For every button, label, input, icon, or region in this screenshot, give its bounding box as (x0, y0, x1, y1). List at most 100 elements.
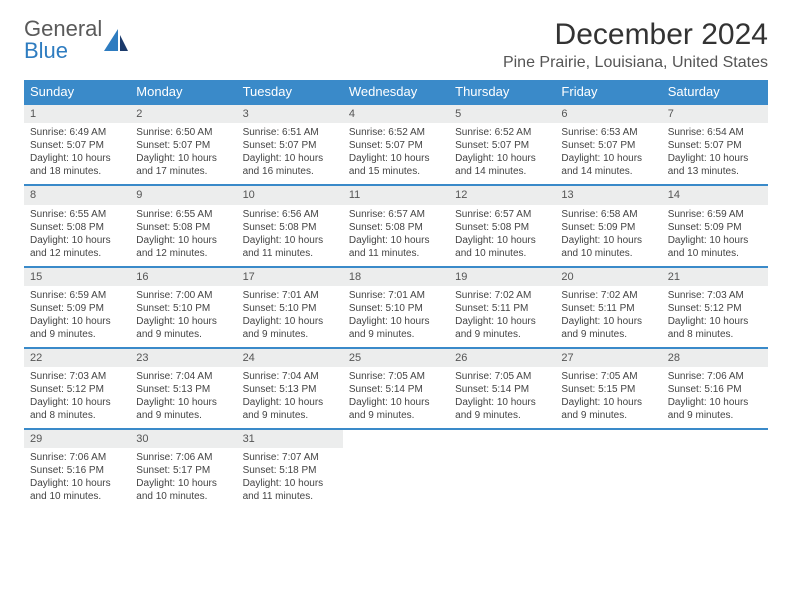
sunrise-text: Sunrise: 6:52 AM (349, 126, 443, 139)
sunrise-text: Sunrise: 6:58 AM (561, 208, 655, 221)
sunset-text: Sunset: 5:16 PM (30, 464, 124, 477)
day-cell-body: Sunrise: 7:03 AMSunset: 5:12 PMDaylight:… (24, 367, 130, 428)
daylight-text: Daylight: 10 hours and 9 minutes. (136, 396, 230, 422)
sunset-text: Sunset: 5:16 PM (668, 383, 762, 396)
daylight-text: Daylight: 10 hours and 9 minutes. (561, 315, 655, 341)
date-number: 23 (130, 349, 236, 367)
daylight-text: Daylight: 10 hours and 9 minutes. (455, 315, 549, 341)
daylight-text: Daylight: 10 hours and 12 minutes. (136, 234, 230, 260)
sunset-text: Sunset: 5:08 PM (243, 221, 337, 234)
month-title: December 2024 (503, 18, 768, 52)
day-header-cell: Monday (130, 80, 236, 103)
sunrise-text: Sunrise: 7:03 AM (30, 370, 124, 383)
sunrise-text: Sunrise: 7:04 AM (136, 370, 230, 383)
sunset-text: Sunset: 5:07 PM (136, 139, 230, 152)
date-number: 13 (555, 186, 661, 204)
date-number: 29 (24, 430, 130, 448)
day-cell-body: Sunrise: 7:06 AMSunset: 5:17 PMDaylight:… (130, 448, 236, 509)
day-header-cell: Sunday (24, 80, 130, 103)
date-number: 9 (130, 186, 236, 204)
week-row: 29 Sunrise: 7:06 AMSunset: 5:16 PM Dayligh… (24, 428, 768, 509)
day-cell-body: Sunrise: 7:06 AMSunset: 5:16 PMDaylight:… (662, 367, 768, 428)
day-cell-body: Sunrise: 6:52 AMSunset: 5:07 PMDaylight:… (449, 123, 555, 184)
date-number: 6 (555, 105, 661, 123)
day-cell: 18Sunrise: 7:01 AMSunset: 5:10 PMDayligh… (343, 268, 449, 347)
day-cell-body: Sunrise: 6:56 AMSunset: 5:08 PMDaylight:… (237, 205, 343, 266)
day-cell: 5Sunrise: 6:52 AMSunset: 5:07 PMDaylight… (449, 105, 555, 184)
day-cell: 11Sunrise: 6:57 AMSunset: 5:08 PMDayligh… (343, 186, 449, 265)
day-cell: 24Sunrise: 7:04 AMSunset: 5:13 PMDayligh… (237, 349, 343, 428)
sunrise-text: Sunrise: 6:49 AM (30, 126, 124, 139)
date-number: 14 (662, 186, 768, 204)
date-number: 1 (24, 105, 130, 123)
sunset-text: Sunset: 5:08 PM (349, 221, 443, 234)
day-cell-body: Sunrise: 7:02 AMSunset: 5:11 PMDaylight:… (449, 286, 555, 347)
daylight-text: Daylight: 10 hours and 12 minutes. (30, 234, 124, 260)
date-number: 8 (24, 186, 130, 204)
day-cell-body: Sunrise: 7:02 AMSunset: 5:11 PMDaylight:… (555, 286, 661, 347)
sunset-text: Sunset: 5:11 PM (455, 302, 549, 315)
sunrise-text: Sunrise: 6:51 AM (243, 126, 337, 139)
day-cell: 31Sunrise: 7:07 AMSunset: 5:18 PMDayligh… (237, 430, 343, 509)
day-cell-body: Sunrise: 7:05 AMSunset: 5:14 PMDaylight:… (449, 367, 555, 428)
day-cell-body: Sunrise: 6:57 AMSunset: 5:08 PMDaylight:… (343, 205, 449, 266)
sunrise-text: Sunrise: 6:57 AM (349, 208, 443, 221)
title-block: December 2024 Pine Prairie, Louisiana, U… (503, 18, 768, 72)
sunrise-text: Sunrise: 7:03 AM (668, 289, 762, 302)
day-cell: 9Sunrise: 6:55 AMSunset: 5:08 PMDaylight… (130, 186, 236, 265)
sunset-text: Sunset: 5:07 PM (455, 139, 549, 152)
sunrise-text: Sunrise: 7:01 AM (243, 289, 337, 302)
daylight-text: Daylight: 10 hours and 9 minutes. (668, 396, 762, 422)
sunset-text: Sunset: 5:07 PM (243, 139, 337, 152)
day-cell: 25Sunrise: 7:05 AMSunset: 5:14 PMDayligh… (343, 349, 449, 428)
sunset-text: Sunset: 5:08 PM (136, 221, 230, 234)
daylight-text: Daylight: 10 hours and 13 minutes. (668, 152, 762, 178)
date-number: 5 (449, 105, 555, 123)
page-header: General Blue December 2024 Pine Prairie,… (24, 18, 768, 72)
sunrise-text: Sunrise: 7:05 AM (455, 370, 549, 383)
daylight-text: Daylight: 10 hours and 9 minutes. (349, 396, 443, 422)
day-cell-body: Sunrise: 7:01 AMSunset: 5:10 PMDaylight:… (237, 286, 343, 347)
day-cell-body: Sunrise: 6:58 AMSunset: 5:09 PMDaylight:… (555, 205, 661, 266)
sunrise-text: Sunrise: 6:59 AM (30, 289, 124, 302)
day-cell-body: Sunrise: 6:55 AMSunset: 5:08 PMDaylight:… (24, 205, 130, 266)
day-cell: 4Sunrise: 6:52 AMSunset: 5:07 PMDaylight… (343, 105, 449, 184)
daylight-text: Daylight: 10 hours and 15 minutes. (349, 152, 443, 178)
day-cell: 21Sunrise: 7:03 AMSunset: 5:12 PMDayligh… (662, 268, 768, 347)
day-cell: 22Sunrise: 7:03 AMSunset: 5:12 PMDayligh… (24, 349, 130, 428)
day-header-cell: Friday (555, 80, 661, 103)
daylight-text: Daylight: 10 hours and 11 minutes. (243, 234, 337, 260)
day-cell: 20Sunrise: 7:02 AMSunset: 5:11 PMDayligh… (555, 268, 661, 347)
date-number: 10 (237, 186, 343, 204)
daylight-text: Daylight: 10 hours and 10 minutes. (136, 477, 230, 503)
sunrise-text: Sunrise: 6:50 AM (136, 126, 230, 139)
daylight-text: Daylight: 10 hours and 9 minutes. (136, 315, 230, 341)
sunrise-text: Sunrise: 7:02 AM (561, 289, 655, 302)
sunset-text: Sunset: 5:10 PM (243, 302, 337, 315)
daylight-text: Daylight: 10 hours and 11 minutes. (349, 234, 443, 260)
daylight-text: Daylight: 10 hours and 9 minutes. (561, 396, 655, 422)
date-number: 4 (343, 105, 449, 123)
sunset-text: Sunset: 5:12 PM (30, 383, 124, 396)
date-number: 2 (130, 105, 236, 123)
day-cell: 16Sunrise: 7:00 AMSunset: 5:10 PMDayligh… (130, 268, 236, 347)
day-cell: 23Sunrise: 7:04 AMSunset: 5:13 PMDayligh… (130, 349, 236, 428)
day-cell: 2 Sunrise: 6:50 AMSunset: 5:07 PMDaylight… (130, 105, 236, 184)
date-number: 31 (237, 430, 343, 448)
day-cell: 13Sunrise: 6:58 AMSunset: 5:09 PMDayligh… (555, 186, 661, 265)
sunrise-text: Sunrise: 6:53 AM (561, 126, 655, 139)
sunset-text: Sunset: 5:07 PM (349, 139, 443, 152)
week-row: 15Sunrise: 6:59 AMSunset: 5:09 PMDayligh… (24, 266, 768, 347)
day-cell-body: Sunrise: 6:52 AMSunset: 5:07 PMDaylight:… (343, 123, 449, 184)
day-header-row: SundayMondayTuesdayWednesdayThursdayFrid… (24, 80, 768, 103)
sunrise-text: Sunrise: 6:57 AM (455, 208, 549, 221)
daylight-text: Daylight: 10 hours and 17 minutes. (136, 152, 230, 178)
logo-text-blue: Blue (24, 38, 68, 63)
date-number: 25 (343, 349, 449, 367)
daylight-text: Daylight: 10 hours and 14 minutes. (561, 152, 655, 178)
daylight-text: Daylight: 10 hours and 10 minutes. (455, 234, 549, 260)
day-cell-body: Sunrise: 6:59 AMSunset: 5:09 PMDaylight:… (24, 286, 130, 347)
sunrise-text: Sunrise: 7:06 AM (30, 451, 124, 464)
empty-cell (662, 430, 768, 509)
logo: General Blue (24, 18, 130, 62)
